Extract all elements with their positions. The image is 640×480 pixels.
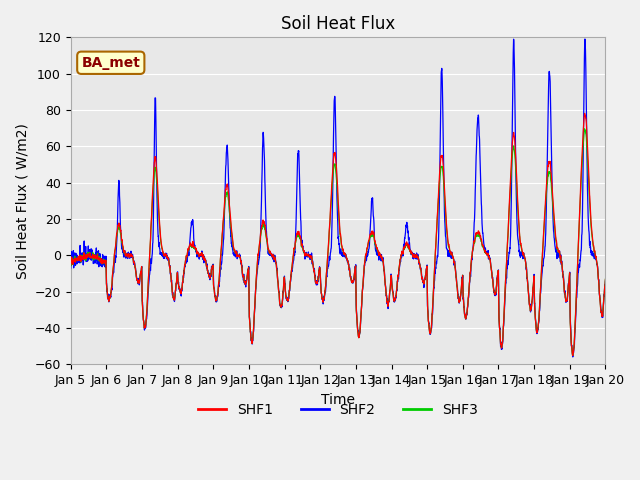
SHF1 [272, 260, 280, 265]
SHF3 [128, 252, 136, 258]
SHF3 [295, 232, 303, 238]
SHF2 [534, 329, 541, 335]
Title: Soil Heat Flux: Soil Heat Flux [281, 15, 395, 33]
SHF1 [128, 252, 136, 258]
SHF1 [580, 110, 588, 116]
SHF2 [569, 354, 577, 360]
SHF3 [580, 126, 588, 132]
SHF1 [159, 251, 167, 257]
SHF3 [591, 252, 599, 258]
SHF2 [602, 278, 609, 284]
SHF2 [581, 36, 589, 42]
Line: SHF3: SHF3 [70, 129, 605, 356]
SHF3 [159, 251, 167, 257]
Y-axis label: Soil Heat Flux ( W/m2): Soil Heat Flux ( W/m2) [15, 123, 29, 279]
SHF1 [295, 229, 303, 235]
SHF3 [272, 260, 280, 265]
Legend: SHF1, SHF2, SHF3: SHF1, SHF2, SHF3 [193, 398, 484, 423]
SHF2 [295, 152, 303, 158]
SHF3 [602, 276, 609, 282]
SHF1 [569, 353, 577, 359]
SHF1 [591, 252, 599, 258]
SHF2 [67, 265, 74, 271]
SHF2 [128, 252, 136, 257]
SHF2 [591, 256, 599, 262]
Line: SHF2: SHF2 [70, 39, 605, 357]
SHF3 [569, 353, 577, 359]
SHF3 [534, 329, 541, 335]
SHF1 [534, 329, 541, 335]
SHF2 [272, 260, 280, 265]
SHF1 [67, 263, 74, 268]
Text: BA_met: BA_met [81, 56, 140, 70]
SHF1 [602, 276, 609, 282]
SHF3 [67, 261, 74, 267]
X-axis label: Time: Time [321, 393, 355, 407]
SHF2 [159, 252, 167, 258]
Line: SHF1: SHF1 [70, 113, 605, 356]
